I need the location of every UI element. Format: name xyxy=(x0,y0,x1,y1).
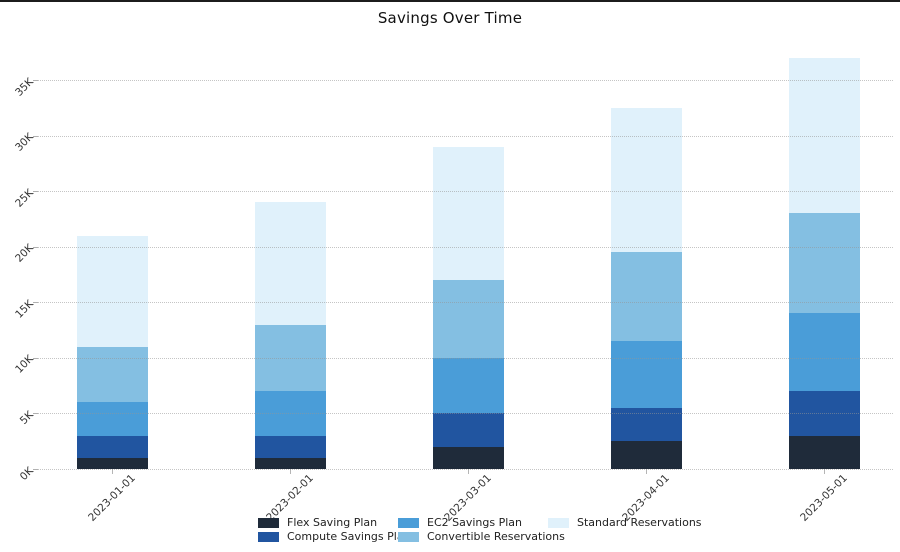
legend-swatch-icon xyxy=(398,531,419,542)
bar-segment[interactable] xyxy=(255,324,326,392)
gridline xyxy=(38,413,893,415)
gridline xyxy=(38,135,893,137)
y-tick-label: 35K xyxy=(13,75,36,99)
legend-item[interactable]: Compute Savings Plan xyxy=(258,531,411,542)
x-tick xyxy=(646,469,647,474)
legend-item[interactable]: Flex Saving Plan xyxy=(258,517,411,528)
legend-item-label: Flex Saving Plan xyxy=(287,516,378,529)
y-tick-label: 10K xyxy=(13,353,36,377)
legend-column: EC2 Savings Plan Convertible Reservations xyxy=(398,517,565,545)
x-tick-label: 2023-05-01 xyxy=(798,472,850,524)
x-tick xyxy=(824,469,825,474)
legend-column: Standard Reservations xyxy=(548,517,702,531)
bar-segment[interactable] xyxy=(77,346,148,403)
gridline xyxy=(38,246,893,248)
legend-item-label: EC2 Savings Plan xyxy=(427,516,522,529)
bar-segment[interactable] xyxy=(789,213,860,314)
bar-segment[interactable] xyxy=(789,435,860,469)
legend-item[interactable]: Convertible Reservations xyxy=(398,531,565,542)
y-tick xyxy=(33,135,38,137)
y-tick xyxy=(33,246,38,248)
y-tick-label: 0K xyxy=(17,464,36,483)
y-tick-label: 25K xyxy=(13,186,36,210)
bar-segment[interactable] xyxy=(77,435,148,458)
x-tick-label: 2023-01-01 xyxy=(86,472,138,524)
chart-title: Savings Over Time xyxy=(377,9,523,27)
legend-column: Flex Saving Plan Compute Savings Plan xyxy=(258,517,411,545)
bar-segment[interactable] xyxy=(255,202,326,325)
x-tick xyxy=(468,469,469,474)
legend-item-label: Standard Reservations xyxy=(577,516,702,529)
y-tick xyxy=(33,80,38,81)
gridline xyxy=(38,302,893,304)
x-tick xyxy=(290,469,291,474)
gridline xyxy=(38,80,893,81)
gridline xyxy=(38,469,893,470)
legend-item-label: Compute Savings Plan xyxy=(287,530,411,543)
bar-segment[interactable] xyxy=(433,446,504,469)
y-tick xyxy=(33,413,38,415)
legend-item-label: Convertible Reservations xyxy=(427,530,565,543)
legend-swatch-icon xyxy=(398,517,419,528)
bar-segment[interactable] xyxy=(255,391,326,436)
legend-swatch-icon xyxy=(258,531,279,542)
gridline xyxy=(38,357,893,359)
bar-segment[interactable] xyxy=(77,457,148,469)
legend-item[interactable]: Standard Reservations xyxy=(548,517,702,528)
y-tick-label: 20K xyxy=(13,242,36,265)
bar-segment[interactable] xyxy=(433,413,504,447)
legend-swatch-icon xyxy=(258,517,279,528)
bar-segment[interactable] xyxy=(789,313,860,392)
bar-segment[interactable] xyxy=(611,341,682,408)
gridline xyxy=(38,191,893,193)
bar-segment[interactable] xyxy=(611,252,682,342)
bar-segment[interactable] xyxy=(433,280,504,358)
bar-segment[interactable] xyxy=(255,457,326,469)
y-tick xyxy=(33,302,38,304)
legend-swatch-icon xyxy=(548,517,569,528)
bar-segment[interactable] xyxy=(433,146,504,281)
bar-segment[interactable] xyxy=(77,235,148,347)
bar-segment[interactable] xyxy=(611,407,682,442)
bar-segment[interactable] xyxy=(255,435,326,458)
bar-segment[interactable] xyxy=(611,107,682,253)
bar-segment[interactable] xyxy=(611,441,682,469)
y-tick xyxy=(33,191,38,193)
y-tick xyxy=(33,469,38,470)
bar-segment[interactable] xyxy=(77,402,148,436)
bar-segment[interactable] xyxy=(789,391,860,436)
legend-item[interactable]: EC2 Savings Plan xyxy=(398,517,565,528)
y-tick-label: 15K xyxy=(13,297,36,321)
y-tick-label: 5K xyxy=(17,408,36,427)
y-tick-label: 30K xyxy=(13,130,36,154)
bar-segment[interactable] xyxy=(433,357,504,414)
y-tick xyxy=(33,357,38,359)
x-tick xyxy=(112,469,113,474)
